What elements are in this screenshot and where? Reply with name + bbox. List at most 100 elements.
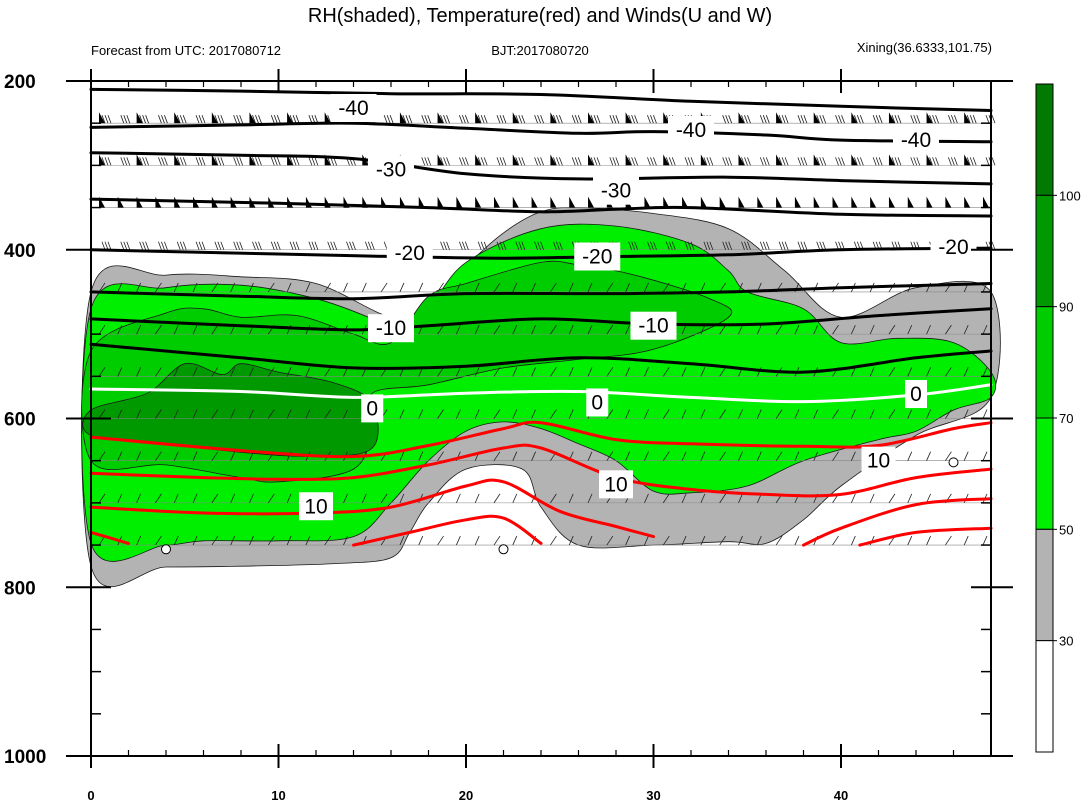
wind-barb <box>681 451 687 461</box>
wind-barb <box>474 324 480 335</box>
wind-barb <box>907 409 913 419</box>
wind-barb <box>606 409 614 419</box>
wind-barb <box>803 157 808 166</box>
wind-barb <box>308 157 313 166</box>
wind-barb <box>512 324 518 335</box>
wind-barb <box>775 409 783 419</box>
wind-barb <box>644 367 649 377</box>
wind-barb <box>559 157 563 166</box>
calm-markers <box>161 457 959 555</box>
wind-barb <box>98 493 106 504</box>
wind-barb <box>136 493 141 504</box>
wind-barb <box>813 451 819 461</box>
wind-barb <box>258 115 262 124</box>
wind-flag <box>249 154 256 166</box>
wind-barb <box>255 157 259 166</box>
wind-barb <box>738 324 743 335</box>
wind-barb <box>136 282 141 293</box>
contour-label: -20 <box>574 242 621 271</box>
wind-barb <box>512 282 518 293</box>
wind-barb <box>540 241 544 250</box>
wind-barb <box>819 157 824 166</box>
wind-barb <box>249 409 254 419</box>
wind-barb <box>684 241 689 250</box>
wind-barb <box>220 157 225 166</box>
wind-barb <box>945 367 952 377</box>
wind-barb <box>145 115 149 124</box>
wind-barb <box>464 157 469 166</box>
wind-flag <box>569 196 576 208</box>
wind-barb <box>681 324 687 335</box>
wind-barb <box>954 115 958 124</box>
wind-barb <box>230 282 236 293</box>
wind-barb <box>738 535 743 546</box>
wind-barb <box>286 409 292 419</box>
rh-shading <box>81 207 1001 588</box>
wind-barb <box>107 115 112 124</box>
wind-barb <box>841 157 845 166</box>
wind-barb <box>784 241 789 250</box>
wind-barb <box>653 115 657 124</box>
contour-label-text: -20 <box>395 242 425 265</box>
wind-barb <box>728 241 733 250</box>
wind-barb <box>625 324 631 335</box>
wind-barb <box>230 451 236 461</box>
wind-barb <box>587 493 593 504</box>
wind-barb <box>458 115 463 124</box>
temperature-contour <box>858 526 993 547</box>
wind-barb <box>455 282 461 293</box>
wind-flag <box>870 196 877 208</box>
wind-barb <box>587 282 593 293</box>
wind-barb <box>236 241 241 250</box>
temperature-contour <box>89 443 993 498</box>
wind-barb <box>499 157 504 166</box>
wind-barb <box>800 115 805 124</box>
wind-flag <box>738 112 745 124</box>
wind-barb <box>671 157 676 166</box>
wind-barb <box>295 115 300 124</box>
wind-barb <box>123 157 128 166</box>
wind-barb <box>383 115 388 124</box>
wind-barb <box>292 157 297 166</box>
wind-barb <box>104 115 109 124</box>
wind-barb <box>333 241 338 250</box>
wind-flag <box>437 112 444 124</box>
wind-barb <box>327 241 332 250</box>
wind-barb <box>308 115 313 124</box>
wind-barb <box>553 241 557 250</box>
wind-barb <box>916 157 921 166</box>
wind-barb <box>628 241 633 250</box>
wind-barb <box>687 157 692 166</box>
wind-barb <box>308 241 313 250</box>
wind-barb <box>249 367 254 377</box>
x-tick-label: 40 <box>834 788 848 803</box>
contour-label-text: -40 <box>338 97 368 120</box>
wind-barb <box>888 324 896 335</box>
wind-barb <box>797 115 802 124</box>
contour-label-text: -10 <box>376 317 406 340</box>
wind-flag <box>475 112 482 124</box>
wind-barb <box>559 115 563 124</box>
wind-barb <box>556 157 560 166</box>
wind-barb <box>117 282 123 293</box>
wind-barb <box>474 367 480 377</box>
wind-barb <box>797 241 802 250</box>
wind-barb <box>540 157 544 166</box>
wind-barb <box>850 535 856 546</box>
contour-label: 0 <box>905 380 927 409</box>
wind-barb <box>650 241 654 250</box>
wind-flag <box>249 112 256 124</box>
wind-barb <box>778 115 783 124</box>
wind-barb <box>217 115 222 124</box>
wind-barb <box>832 409 839 419</box>
contour-label-text: -40 <box>676 119 706 142</box>
wind-barb <box>214 241 219 250</box>
wind-barb <box>474 282 480 293</box>
wind-barb <box>577 157 582 166</box>
wind-barb <box>195 157 200 166</box>
wind-barb <box>935 157 939 166</box>
wind-barb <box>741 157 745 166</box>
wind-flag <box>475 196 482 208</box>
wind-barb <box>173 324 179 335</box>
